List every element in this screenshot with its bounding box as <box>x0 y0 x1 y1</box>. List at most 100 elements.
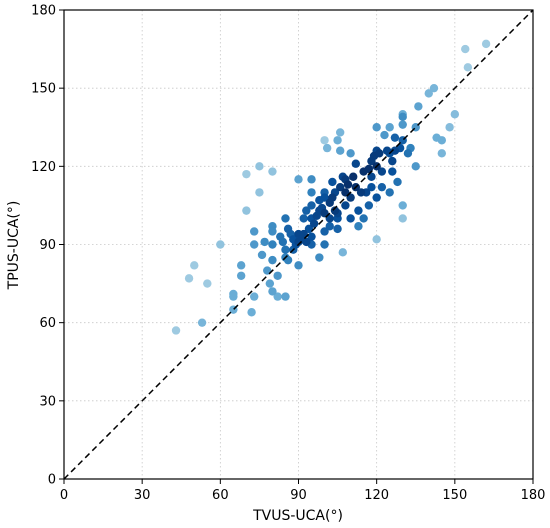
y-axis-ticks: 0 30 60 90 120 150 180 <box>31 4 64 488</box>
data-point-74 <box>320 240 329 249</box>
x-tick-label-1: 30 <box>134 488 151 503</box>
data-point-73 <box>281 245 290 254</box>
data-point-141 <box>375 149 384 158</box>
x-axis-ticks: 0 30 60 90 120 150 180 <box>60 479 546 503</box>
data-point-46 <box>250 240 259 249</box>
data-point-20 <box>335 128 345 137</box>
data-point-107 <box>315 196 324 205</box>
data-point-16 <box>445 123 454 132</box>
data-point-13 <box>268 167 277 176</box>
data-point-38 <box>265 279 275 288</box>
data-point-50 <box>346 149 355 158</box>
x-axis-label: TVUS-UCA(°) <box>252 508 343 524</box>
data-point-4 <box>242 169 251 179</box>
data-point-21 <box>338 248 347 257</box>
x-tick-label-4: 120 <box>364 488 389 503</box>
data-point-61 <box>307 175 316 184</box>
data-point-144 <box>343 180 353 189</box>
data-point-85 <box>320 227 329 236</box>
data-point-7 <box>463 63 473 72</box>
data-point-42 <box>335 146 345 155</box>
data-point-3 <box>203 279 212 288</box>
data-point-138 <box>356 188 366 197</box>
data-point-1 <box>184 274 194 283</box>
data-point-51 <box>372 123 381 132</box>
data-point-134 <box>328 193 337 202</box>
data-point-11 <box>255 162 264 171</box>
data-point-45 <box>250 227 259 236</box>
data-point-14 <box>372 235 381 244</box>
data-point-102 <box>372 193 381 202</box>
data-point-93 <box>333 224 342 234</box>
data-point-33 <box>398 201 407 210</box>
data-point-19 <box>322 143 332 153</box>
data-point-55 <box>411 162 420 171</box>
data-point-44 <box>414 102 423 111</box>
data-point-124 <box>351 159 361 168</box>
identity-reference-line <box>63 9 534 480</box>
data-point-59 <box>268 255 277 265</box>
data-point-18 <box>197 318 207 327</box>
data-point-35 <box>437 136 447 145</box>
x-tick-label-5: 150 <box>442 488 467 503</box>
data-point-88 <box>390 133 400 142</box>
data-point-136 <box>335 182 345 192</box>
data-point-0 <box>171 326 181 335</box>
data-point-8 <box>481 39 491 49</box>
data-point-109 <box>307 232 316 241</box>
x-tick-label-6: 180 <box>521 488 546 503</box>
data-point-66 <box>307 188 316 197</box>
data-point-90 <box>299 214 308 223</box>
y-tick-label-6: 180 <box>31 4 56 19</box>
data-point-62 <box>315 253 324 262</box>
data-point-135 <box>330 206 340 215</box>
y-tick-label-1: 30 <box>39 394 56 409</box>
data-point-129 <box>390 146 400 155</box>
data-point-43 <box>385 123 394 132</box>
data-point-114 <box>302 237 311 247</box>
data-point-40 <box>281 292 290 301</box>
data-point-86 <box>325 222 334 231</box>
data-point-130 <box>377 167 387 176</box>
data-point-39 <box>268 287 277 296</box>
data-point-63 <box>398 112 407 122</box>
data-point-23 <box>429 83 439 93</box>
data-point-9 <box>216 240 225 249</box>
data-point-123 <box>341 201 350 210</box>
data-point-24 <box>437 149 447 158</box>
data-point-81 <box>302 206 311 215</box>
data-point-12 <box>255 188 264 197</box>
data-point-72 <box>281 214 290 223</box>
data-point-30 <box>273 292 282 301</box>
y-tick-label-4: 120 <box>31 160 56 175</box>
x-tick-label-2: 60 <box>212 488 229 503</box>
data-point-2 <box>190 261 199 270</box>
data-point-53 <box>398 120 407 129</box>
data-point-36 <box>236 261 246 270</box>
data-point-87 <box>377 182 387 192</box>
data-point-108 <box>354 206 363 215</box>
data-point-71 <box>278 237 288 247</box>
data-point-31 <box>333 136 342 145</box>
data-point-52 <box>380 130 389 140</box>
data-point-41 <box>294 175 303 184</box>
data-point-106 <box>367 182 376 192</box>
data-point-10 <box>242 206 251 215</box>
y-tick-label-2: 60 <box>39 316 56 331</box>
x-tick-label-0: 0 <box>60 488 68 503</box>
data-point-77 <box>393 177 402 187</box>
data-points <box>171 39 491 335</box>
y-tick-label-0: 0 <box>48 473 56 488</box>
data-point-6 <box>461 44 470 54</box>
data-point-56 <box>260 237 269 247</box>
data-point-76 <box>385 188 394 197</box>
data-point-49 <box>273 271 282 280</box>
data-point-60 <box>294 261 303 270</box>
data-point-82 <box>307 201 316 210</box>
data-point-101 <box>346 214 355 223</box>
data-point-15 <box>398 214 407 223</box>
data-point-92 <box>364 201 374 210</box>
data-point-131 <box>388 156 397 166</box>
data-point-22 <box>424 89 433 98</box>
data-point-104 <box>388 167 397 176</box>
